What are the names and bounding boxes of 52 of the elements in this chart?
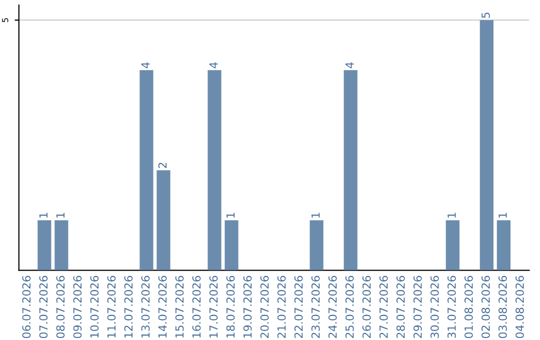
data-label: 1 <box>56 212 64 218</box>
x-tick-label: 15.07.2026 <box>175 276 184 338</box>
x-tick-label: 11.07.2026 <box>107 276 116 338</box>
data-label: 1 <box>39 212 48 218</box>
x-tick-label: 03.08.2026 <box>498 276 507 338</box>
data-label: 1 <box>312 212 320 218</box>
x-tick-label: 19.07.2026 <box>243 276 252 338</box>
x-tick-label: 02.08.2026 <box>481 276 490 338</box>
x-tick-label: 18.07.2026 <box>226 276 235 338</box>
x-tick-label: 01.08.2026 <box>464 276 473 338</box>
x-tick-label: 22.07.2026 <box>294 276 303 338</box>
bar <box>480 20 494 270</box>
data-label: 2 <box>158 162 167 168</box>
x-tick-label: 25.07.2026 <box>345 276 354 338</box>
x-tick-label: 12.07.2026 <box>124 276 133 338</box>
bar <box>38 220 52 270</box>
data-label: 4 <box>346 62 354 68</box>
x-tick-label: 16.07.2026 <box>192 276 201 338</box>
bar <box>54 220 68 270</box>
x-tick-label: 17.07.2026 <box>209 276 218 338</box>
bar <box>310 220 324 270</box>
x-tick-label: 06.07.2026 <box>22 276 31 338</box>
x-tick-label: 21.07.2026 <box>277 276 286 338</box>
data-label: 1 <box>498 212 507 218</box>
x-tick-label: 30.07.2026 <box>430 276 439 338</box>
x-tick-label: 24.07.2026 <box>328 276 337 338</box>
x-tick-label: 31.07.2026 <box>447 276 456 338</box>
data-label: 1 <box>226 212 235 218</box>
bar <box>344 70 358 270</box>
x-tick-label: 10.07.2026 <box>90 276 99 338</box>
x-tick-label: 26.07.2026 <box>362 276 371 338</box>
data-label: 4 <box>209 62 218 68</box>
data-label: 1 <box>448 212 456 218</box>
data-label: 4 <box>141 62 150 68</box>
bar <box>140 70 154 270</box>
x-tick-label: 08.07.2026 <box>56 276 65 338</box>
x-tick-label: 28.07.2026 <box>396 276 405 338</box>
x-tick-label: 29.07.2026 <box>413 276 422 338</box>
x-tick-label: 13.07.2026 <box>141 276 150 338</box>
x-tick-label: 09.07.2026 <box>73 276 82 338</box>
x-tick-label: 04.08.2026 <box>516 276 524 338</box>
bar <box>224 220 238 270</box>
bar <box>496 220 510 270</box>
x-tick-label: 14.07.2026 <box>158 276 167 338</box>
bar <box>446 220 460 270</box>
x-tick-label: 23.07.2026 <box>311 276 320 338</box>
data-label: 5 <box>482 12 490 18</box>
bar <box>156 170 170 270</box>
x-tick-label: 07.07.2026 <box>39 276 48 338</box>
bar <box>208 70 222 270</box>
x-tick-label: 20.07.2026 <box>260 276 269 338</box>
x-tick-label: 27.07.2026 <box>379 276 388 338</box>
